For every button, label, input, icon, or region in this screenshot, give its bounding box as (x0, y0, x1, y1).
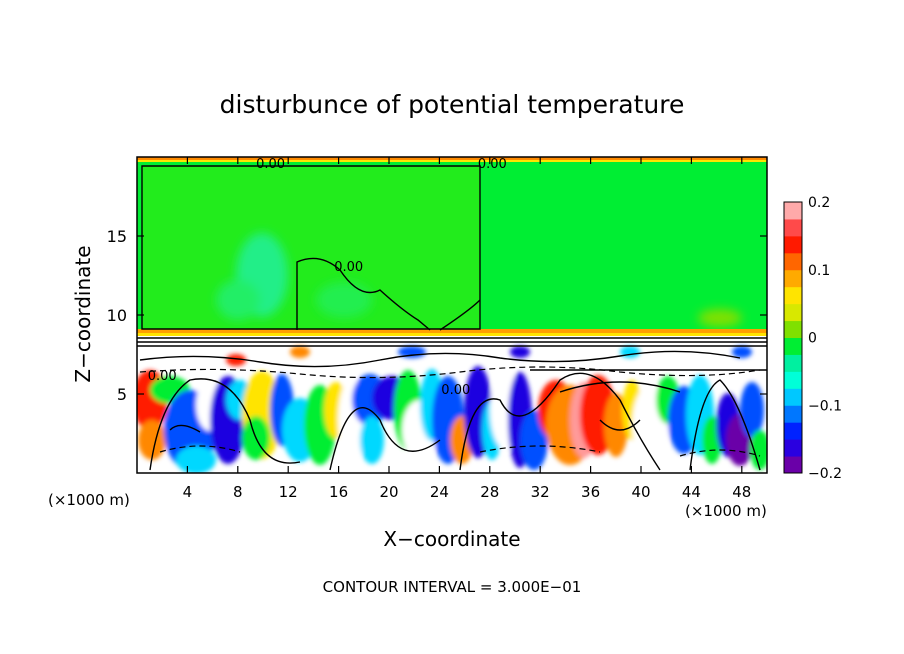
plot-area (137, 157, 767, 473)
x-axis-label: X−coordinate (383, 527, 520, 551)
field-cell (226, 354, 246, 366)
contour-label: 0.00 (334, 260, 363, 275)
contour-line (439, 299, 481, 331)
y-tick-label: 5 (117, 385, 127, 404)
colorbar-tick-label: −0.2 (808, 466, 842, 482)
x-unit-left: (×1000 m) (48, 491, 130, 509)
colorbar-swatch (784, 202, 802, 220)
x-tick-label: 28 (480, 483, 499, 501)
colorbar-tick-label: 0.2 (808, 195, 830, 211)
colorbar-swatch (784, 218, 802, 237)
colorbar-swatch (784, 354, 802, 372)
colorbar-swatch (784, 320, 802, 338)
x-unit-right: (×1000 m) (685, 502, 767, 520)
colorbar-tick-label: −0.1 (808, 398, 842, 414)
field-cell (290, 346, 310, 358)
contour-line (169, 424, 201, 433)
contour-labels: 0.00 0.00 0.00 0.00 0.00 (148, 157, 507, 398)
x-tick-label: 40 (631, 483, 650, 501)
contour-line (689, 379, 761, 471)
contour-line-dashed (679, 449, 761, 457)
x-tick-label: 24 (430, 483, 449, 501)
x-tick-label: 4 (183, 483, 193, 501)
inversion-band (137, 329, 767, 334)
contour-line (599, 419, 641, 431)
contour-label: 0.00 (148, 369, 177, 384)
y-axis: 5 10 15 (107, 227, 767, 404)
upper-layer-left-block (142, 166, 480, 329)
colorbar-swatch (784, 456, 802, 474)
field-cell (176, 446, 216, 473)
colorbar-swatch (784, 235, 802, 254)
y-tick-label: 15 (107, 227, 127, 246)
y-tick-label: 10 (107, 306, 127, 325)
contour-line-dashed (479, 445, 601, 453)
contour-line (559, 381, 681, 393)
x-tick-label: 20 (379, 483, 398, 501)
colorbar-swatch (784, 388, 802, 406)
contour-label: 0.00 (478, 157, 507, 172)
field-cell (750, 430, 767, 470)
colorbar-frame (783, 201, 803, 474)
contour-line (459, 372, 661, 471)
chart-title: disturbunce of potential temperature (220, 90, 685, 119)
contour-line (141, 165, 481, 330)
colorbar-tick-label: 0.1 (808, 263, 830, 279)
field-cell (740, 382, 764, 438)
colorbar-swatch (784, 252, 802, 271)
contour-interval-note: CONTOUR INTERVAL = 3.000E−01 (323, 578, 582, 596)
contour-line (329, 407, 441, 471)
contour-line (149, 378, 301, 471)
colorbar: 0.2 0.1 0 −0.1 −0.2 (783, 195, 842, 482)
x-tick-label: 12 (279, 483, 298, 501)
colorbar-tick-label: 0 (808, 331, 817, 347)
contour-line-dashed (159, 445, 241, 453)
field-cell (510, 346, 530, 358)
top-band (137, 157, 767, 162)
colorbar-swatch (784, 303, 802, 322)
x-tick-label: 44 (682, 483, 701, 501)
colorbar-swatch (784, 269, 802, 288)
contour-line (296, 257, 431, 331)
colorbar-swatch (784, 405, 802, 423)
upper-layer-anomalies (216, 233, 742, 327)
colorbar-swatch (784, 371, 802, 389)
contour-label: 0.00 (256, 157, 285, 172)
colorbar-swatch (784, 439, 802, 457)
colorbar-swatch (784, 286, 802, 305)
x-tick-label: 16 (329, 483, 348, 501)
field-cell (360, 416, 384, 464)
x-tick-label: 48 (732, 483, 751, 501)
contour-lines (137, 165, 767, 471)
x-tick-label: 36 (581, 483, 600, 501)
x-tick-label: 8 (233, 483, 243, 501)
x-tick-label: 32 (531, 483, 550, 501)
boundary-layer-cells (137, 346, 767, 473)
colorbar-swatch (784, 422, 802, 440)
y-axis-label: Z−coordinate (71, 245, 95, 382)
contour-label: 0.00 (441, 383, 470, 398)
colorbar-swatch (784, 337, 802, 355)
contour-line (139, 350, 741, 368)
contour-line-dashed (139, 366, 761, 379)
x-axis: 4 8 12 16 20 24 28 32 36 40 44 48 (183, 157, 751, 501)
field-cell (604, 393, 628, 457)
field-cell (732, 346, 752, 358)
